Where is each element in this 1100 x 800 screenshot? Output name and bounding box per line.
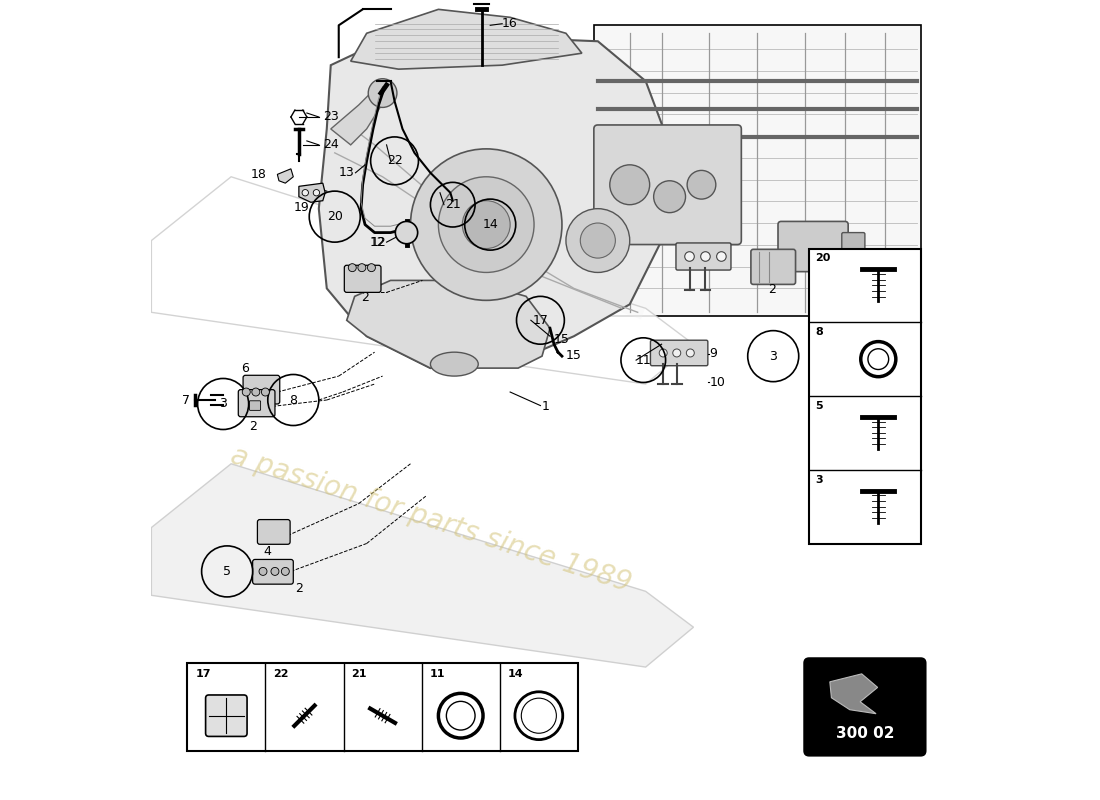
Polygon shape [319, 34, 670, 368]
Text: 19: 19 [294, 201, 309, 214]
FancyBboxPatch shape [804, 658, 925, 755]
Text: 21: 21 [352, 670, 367, 679]
Polygon shape [351, 10, 582, 69]
Circle shape [609, 165, 650, 205]
Circle shape [262, 388, 270, 396]
Text: 300 02: 300 02 [836, 726, 894, 741]
Text: 2: 2 [250, 420, 257, 433]
Polygon shape [299, 183, 326, 202]
Text: 3: 3 [769, 350, 778, 362]
FancyBboxPatch shape [239, 390, 275, 417]
Polygon shape [152, 464, 693, 667]
Circle shape [716, 252, 726, 262]
Text: 4: 4 [263, 545, 271, 558]
Text: 1: 1 [542, 400, 550, 413]
Circle shape [684, 252, 694, 262]
FancyBboxPatch shape [253, 559, 294, 584]
Text: 12: 12 [371, 236, 386, 249]
FancyBboxPatch shape [243, 375, 279, 404]
Polygon shape [346, 281, 550, 368]
FancyBboxPatch shape [751, 250, 795, 285]
Text: 14: 14 [482, 218, 498, 231]
Text: 22: 22 [274, 670, 289, 679]
FancyBboxPatch shape [187, 663, 578, 750]
Text: 10: 10 [710, 376, 725, 389]
Text: 8: 8 [815, 327, 823, 337]
Circle shape [349, 264, 356, 272]
Text: 12: 12 [370, 236, 386, 249]
Text: 9: 9 [710, 347, 717, 360]
Text: 8: 8 [289, 394, 297, 406]
Text: 15: 15 [553, 333, 569, 346]
Circle shape [653, 181, 685, 213]
FancyBboxPatch shape [778, 222, 848, 272]
FancyBboxPatch shape [257, 519, 290, 544]
Text: 16: 16 [503, 18, 518, 30]
FancyBboxPatch shape [594, 125, 741, 245]
FancyBboxPatch shape [594, 26, 921, 316]
Text: 7: 7 [182, 394, 189, 406]
Text: 11: 11 [636, 354, 651, 366]
Circle shape [439, 177, 535, 273]
Text: a passion for parts since 1989: a passion for parts since 1989 [227, 442, 635, 598]
Circle shape [673, 349, 681, 357]
Circle shape [314, 190, 320, 196]
Circle shape [368, 78, 397, 107]
Circle shape [565, 209, 629, 273]
Text: 2: 2 [361, 291, 368, 305]
Text: 17: 17 [532, 314, 549, 326]
Text: 23: 23 [322, 110, 339, 123]
Circle shape [282, 567, 289, 575]
Circle shape [252, 388, 260, 396]
Polygon shape [331, 89, 386, 145]
Text: 2: 2 [768, 283, 776, 297]
Text: 6: 6 [242, 362, 250, 374]
Circle shape [701, 252, 711, 262]
Ellipse shape [430, 352, 478, 376]
Text: 18: 18 [251, 168, 267, 181]
Circle shape [686, 349, 694, 357]
Circle shape [659, 349, 668, 357]
Circle shape [688, 170, 716, 199]
Text: 20: 20 [327, 210, 343, 223]
Text: 2: 2 [295, 582, 302, 594]
Text: 3: 3 [219, 398, 227, 410]
Text: 14: 14 [508, 670, 524, 679]
Text: 15: 15 [565, 349, 582, 362]
Circle shape [410, 149, 562, 300]
Circle shape [271, 567, 279, 575]
FancyBboxPatch shape [810, 249, 921, 543]
Polygon shape [277, 169, 294, 183]
FancyBboxPatch shape [250, 401, 261, 410]
Text: 22: 22 [387, 154, 403, 167]
FancyBboxPatch shape [206, 695, 248, 737]
Circle shape [367, 264, 375, 272]
FancyBboxPatch shape [842, 233, 865, 260]
Text: 17: 17 [195, 670, 211, 679]
Text: 13: 13 [339, 166, 354, 179]
Circle shape [302, 190, 308, 196]
Circle shape [581, 223, 615, 258]
FancyBboxPatch shape [650, 340, 708, 366]
Circle shape [242, 388, 250, 396]
Text: 24: 24 [322, 138, 339, 151]
Text: 5: 5 [815, 401, 823, 410]
Text: 3: 3 [815, 474, 823, 485]
Text: 21: 21 [444, 198, 461, 211]
Polygon shape [829, 674, 878, 714]
Circle shape [358, 264, 366, 272]
Circle shape [258, 567, 267, 575]
Circle shape [395, 222, 418, 244]
Polygon shape [152, 177, 693, 384]
Text: 11: 11 [430, 670, 446, 679]
FancyBboxPatch shape [344, 266, 381, 292]
Text: 5: 5 [223, 565, 231, 578]
Circle shape [462, 201, 510, 249]
Text: 20: 20 [815, 254, 830, 263]
FancyBboxPatch shape [676, 243, 732, 270]
